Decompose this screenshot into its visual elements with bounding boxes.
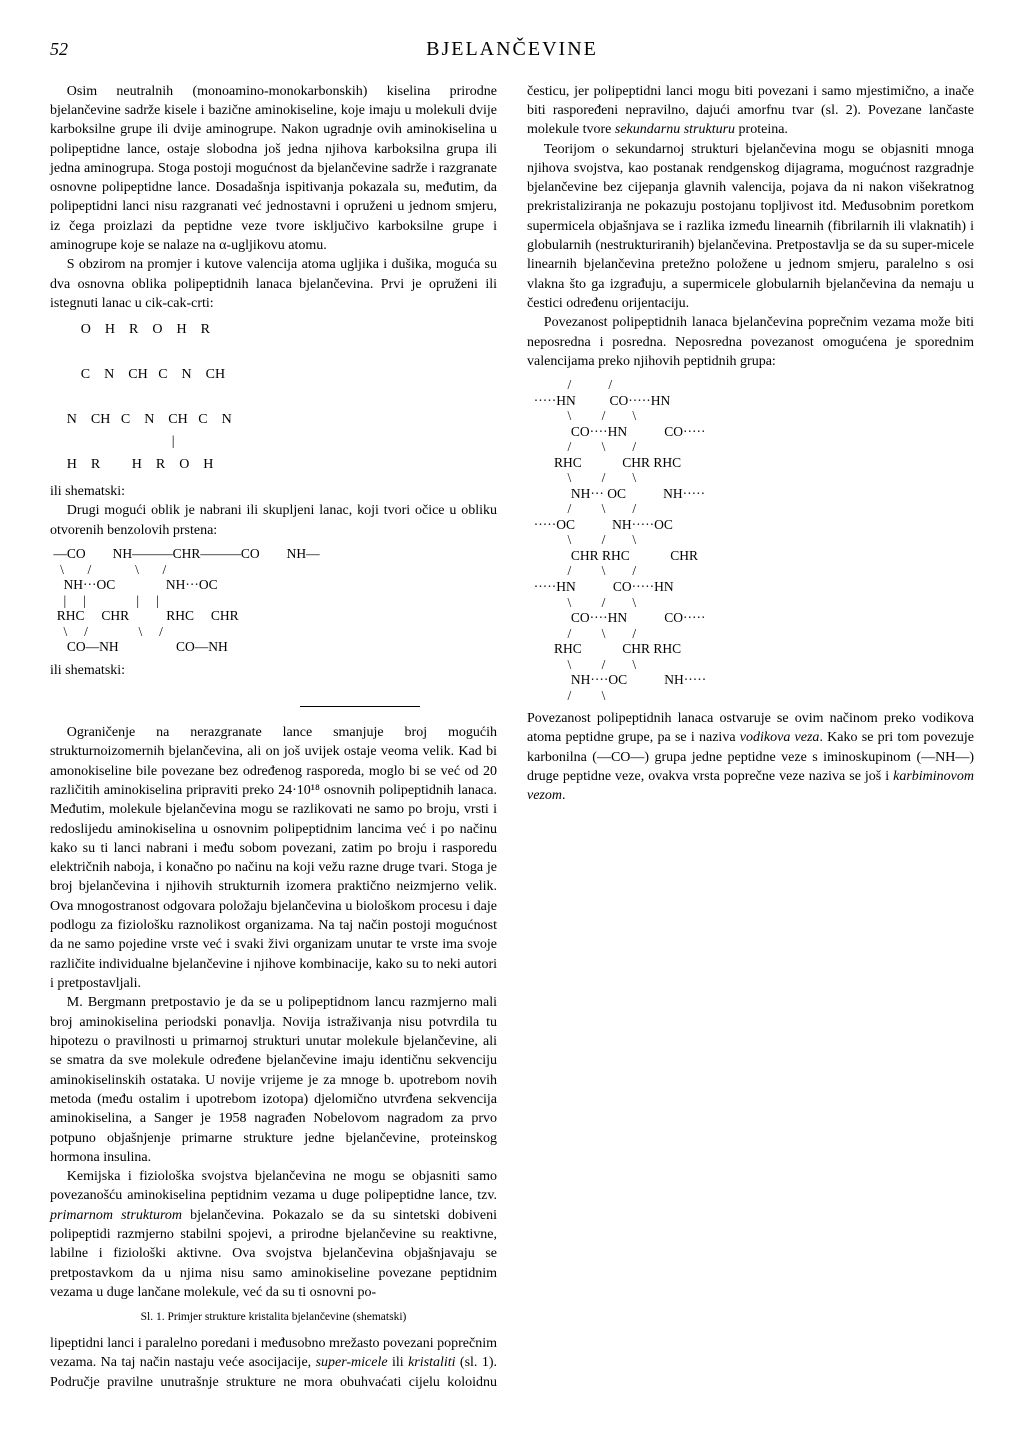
formula-line: C N CH C N CH (67, 367, 225, 382)
formula-line: O H R O H R (67, 322, 210, 337)
paragraph: Teorijom o sekundarnoj strukturi bjelanč… (527, 140, 974, 314)
formula-line: | (67, 434, 175, 449)
figure-caption: Sl. 1. Primjer strukture kristalita bjel… (50, 1310, 497, 1326)
italic-term: sekundarnu strukturu (615, 122, 735, 137)
hydrogen-bond-diagram: / / ·····HN CO·····HN \ / \ CO····HN CO·… (527, 377, 974, 703)
paragraph: S obzirom na promjer i kutove valencija … (50, 255, 497, 313)
text: . (562, 788, 566, 803)
text: Kemijska i fiziološka svojstva bjelančev… (50, 1169, 497, 1203)
page-number: 52 (50, 37, 110, 62)
text: proteina. (735, 122, 788, 137)
italic-term: super-micele (316, 1355, 388, 1370)
ring-diagram: —CO NH———CHR———CO NH— \ / \ / NH···OC NH… (50, 546, 497, 655)
paragraph: Ograničenje na nerazgranate lance smanju… (50, 723, 497, 993)
text: ili (388, 1355, 408, 1370)
paragraph: Povezanost polipeptidnih lanaca bjelanče… (527, 313, 974, 371)
paragraph: Drugi mogući oblik je nabrani ili skuplj… (50, 501, 497, 540)
formula-line: N CH C N CH C N (67, 412, 232, 427)
paragraph: ili shematski: (50, 482, 497, 501)
page: 52 BJELANČEVINE Osim neutralnih (monoami… (0, 0, 1024, 1452)
page-title: BJELANČEVINE (110, 36, 914, 64)
paragraph: ili shematski: (50, 661, 497, 680)
paragraph: Kemijska i fiziološka svojstva bjelančev… (50, 1167, 497, 1302)
paragraph: M. Bergmann pretpostavio je da se u poli… (50, 993, 497, 1167)
italic-term: vodikova veza (740, 730, 820, 745)
paragraph: Osim neutralnih (monoamino-monokarbonski… (50, 82, 497, 256)
italic-term: kristaliti (408, 1355, 455, 1370)
divider-line (300, 686, 420, 707)
formula-line: H R H R O H (67, 457, 214, 472)
italic-term: primarnom strukturom (50, 1208, 182, 1223)
chain-formula: O H R O H R C N CH C N CH N CH C N CH C … (67, 319, 497, 476)
paragraph: Povezanost polipeptidnih lanaca ostvaruj… (527, 709, 974, 806)
text-columns: Osim neutralnih (monoamino-monokarbonski… (50, 82, 974, 1402)
page-header: 52 BJELANČEVINE (50, 36, 974, 64)
